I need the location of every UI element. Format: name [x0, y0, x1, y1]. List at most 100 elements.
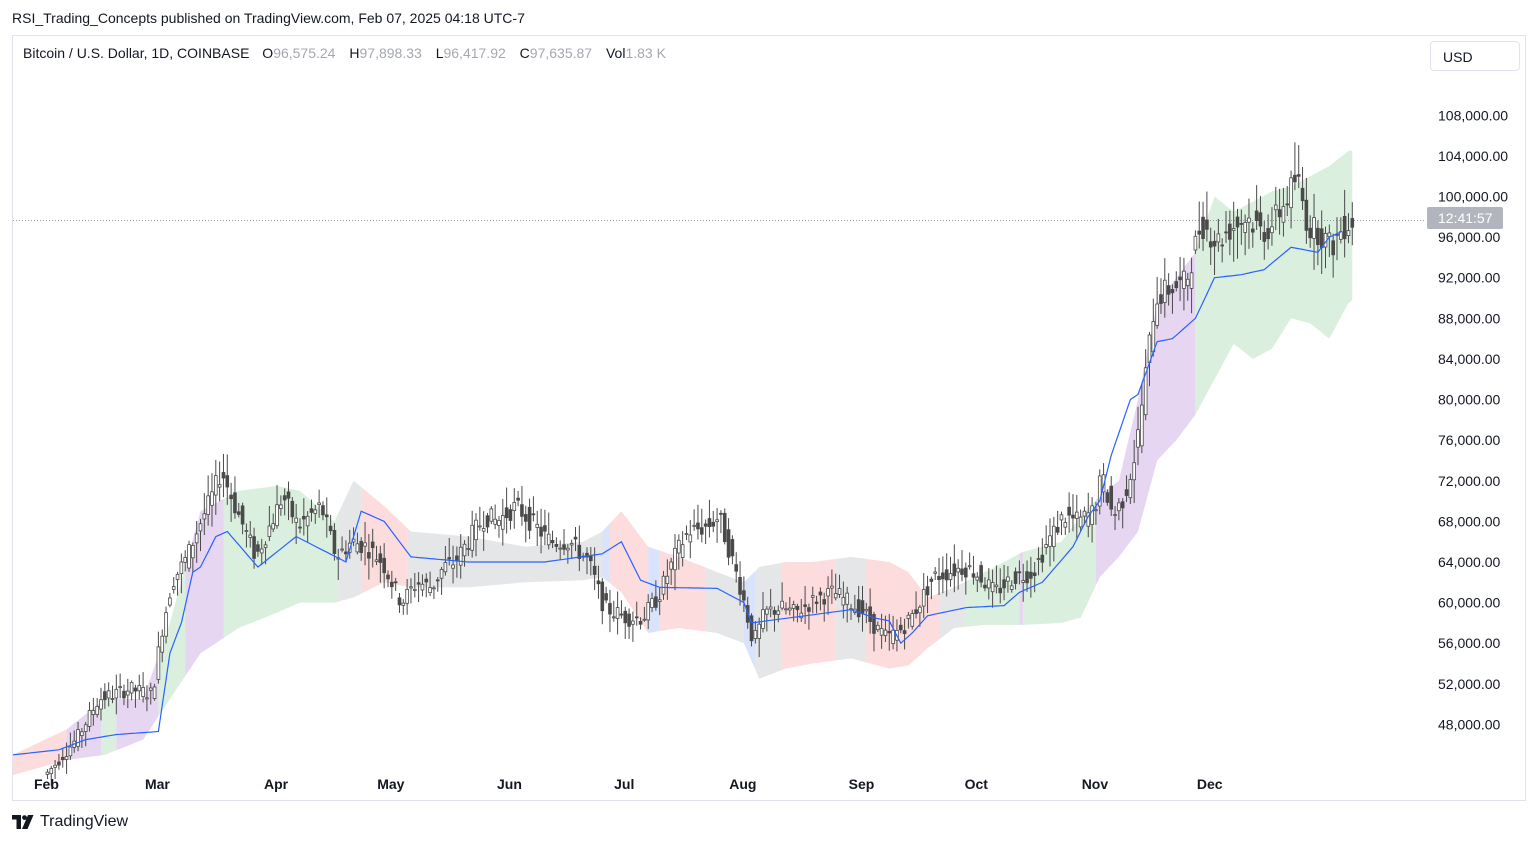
symbol-title[interactable]: Bitcoin / U.S. Dollar, 1D, COINBASE [23, 45, 250, 61]
currency-button[interactable]: USD [1430, 41, 1520, 71]
candle-body [309, 508, 314, 513]
candle-body [420, 583, 425, 591]
candle-body [734, 564, 739, 572]
candle-body [1270, 226, 1274, 234]
candle-body [780, 600, 784, 609]
candle-body [409, 586, 413, 589]
candle-body [738, 577, 742, 595]
candle-body [1109, 485, 1114, 510]
candle-body [244, 530, 249, 532]
candle-body [1220, 244, 1224, 247]
candle-body [891, 629, 895, 645]
candle-body [1205, 219, 1209, 230]
candle-body [1071, 514, 1075, 519]
candle-body [286, 491, 291, 499]
candle-body [122, 690, 126, 699]
candle-body [1350, 218, 1355, 228]
candle-body [631, 620, 635, 625]
candle-body [1128, 479, 1133, 499]
candle-body [1277, 209, 1282, 218]
candle-body [49, 768, 54, 775]
candle-body [742, 590, 746, 601]
candle-body [1140, 404, 1144, 447]
candle-body [210, 491, 214, 506]
candle-body [451, 564, 455, 569]
x-tick-label: Jun [497, 776, 522, 792]
candle-body [967, 565, 972, 568]
moving-average-group [12, 231, 1342, 756]
candle-body [864, 608, 869, 612]
candle-body [692, 524, 696, 527]
candle-body [1063, 522, 1068, 528]
candle-body [661, 575, 666, 595]
y-tick-label: 72,000.00 [1438, 473, 1500, 489]
candle-body [1216, 233, 1221, 243]
candle-body [925, 586, 930, 596]
candle-body [103, 691, 107, 701]
candle-body [110, 698, 115, 700]
candle-body [474, 519, 478, 541]
candle-body [225, 475, 230, 488]
candle-body [485, 515, 490, 528]
candle-body [554, 543, 559, 547]
candle-body [833, 593, 838, 599]
candle-body [569, 543, 574, 546]
candle-body [252, 536, 256, 559]
low-key: L [435, 45, 444, 61]
candle-body [194, 533, 199, 544]
candle-body [393, 581, 398, 584]
candle-body [730, 539, 735, 557]
candle-body [1197, 230, 1202, 235]
candle-body [1182, 270, 1186, 289]
candle-body [125, 690, 130, 696]
candle-body [1243, 222, 1247, 233]
candle-body [1289, 177, 1293, 209]
candle-body [883, 629, 888, 636]
candle-body [669, 561, 673, 570]
candle-body [340, 548, 344, 551]
candle-body [795, 605, 800, 611]
candle-body [141, 687, 145, 697]
y-axis: 108,000.00 104,000.00 100,000.00 96,000.00 9… [1438, 107, 1508, 732]
indicator-band-group [13, 150, 1353, 776]
candle-body [1052, 525, 1056, 548]
candle-body [386, 574, 390, 580]
candle-body [370, 541, 375, 549]
band-segment-gray [407, 527, 603, 588]
countdown-label-bg [1427, 207, 1503, 229]
candle-body [1239, 223, 1244, 225]
candle-body [906, 614, 911, 619]
candle-body [1159, 294, 1163, 304]
candle-body [1143, 367, 1148, 416]
candle-body [1296, 174, 1301, 177]
candle-body [627, 613, 631, 627]
candle-body [558, 547, 562, 550]
band-segment-purple [185, 499, 224, 677]
candle-body [830, 585, 834, 589]
candle-body [933, 571, 938, 574]
x-tick-label: Aug [729, 776, 756, 792]
candle-body [290, 500, 295, 518]
candle-body [818, 591, 823, 596]
candle-body [363, 542, 367, 547]
candle-body [1101, 474, 1106, 493]
candle-body [937, 575, 941, 581]
candle-body [642, 618, 647, 621]
candle-body [543, 525, 547, 532]
candle-body [424, 578, 429, 583]
candle-body [948, 573, 953, 580]
candle-body [539, 526, 543, 537]
candle-body [749, 615, 754, 642]
candle-body [313, 509, 318, 514]
candle-body [573, 536, 578, 540]
candle-body [898, 624, 903, 631]
candle-body [405, 588, 409, 604]
candle-body [500, 515, 505, 530]
candle-body [470, 524, 474, 551]
y-tick-label: 80,000.00 [1438, 392, 1500, 408]
candle-body [860, 600, 865, 615]
tradingview-brand[interactable]: TradingView [12, 813, 128, 831]
candle-body [1040, 554, 1045, 563]
y-tick-label: 100,000.00 [1438, 189, 1508, 205]
